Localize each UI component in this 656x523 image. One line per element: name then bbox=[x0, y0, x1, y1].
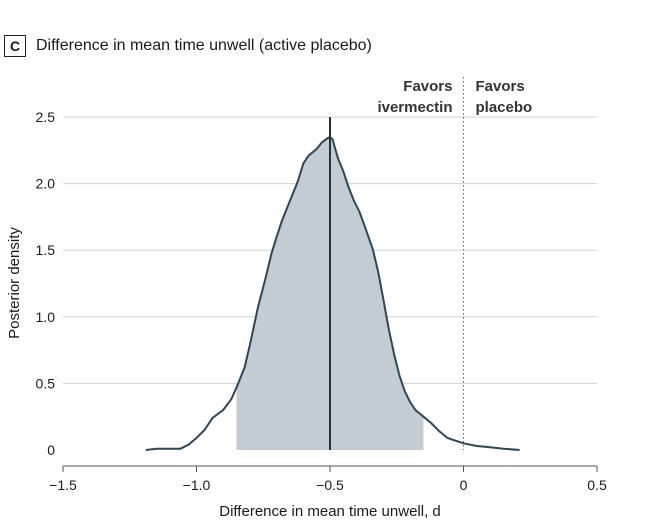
density-curve bbox=[145, 135, 520, 451]
y-tick-label: 2.5 bbox=[36, 109, 56, 125]
annotations: Favors ivermectin Favors placebo bbox=[377, 78, 532, 116]
x-axis-title: Difference in mean time unwell, d bbox=[219, 503, 441, 520]
y-tick-label: 0.5 bbox=[36, 375, 56, 391]
x-tick-label: 0 bbox=[460, 477, 468, 493]
y-axis-title: Posterior density bbox=[6, 227, 23, 339]
annotation-favors-placebo: Favors bbox=[476, 78, 525, 95]
x-tick-label: −0.5 bbox=[316, 477, 344, 493]
y-tick-label: 1.0 bbox=[36, 309, 56, 325]
x-tick-label: −1.0 bbox=[183, 477, 211, 493]
x-tick-label: 0.5 bbox=[587, 477, 607, 493]
y-tick-label: 1.5 bbox=[36, 242, 56, 258]
x-axis-ticks: −1.5 −1.0 −0.5 0 0.5 bbox=[49, 466, 607, 493]
panel-title: Difference in mean time unwell (active p… bbox=[36, 37, 372, 54]
annotation-favors-placebo: placebo bbox=[476, 99, 533, 116]
annotation-favors-ivermectin: ivermectin bbox=[377, 99, 452, 116]
x-tick-label: −1.5 bbox=[49, 477, 77, 493]
y-tick-label: 2.0 bbox=[36, 176, 56, 192]
panel-letter: C bbox=[4, 35, 26, 57]
y-axis-ticks: 0 0.5 1.0 1.5 2.0 2.5 bbox=[36, 109, 56, 458]
annotation-favors-ivermectin: Favors bbox=[403, 78, 452, 95]
y-tick-label: 0 bbox=[47, 442, 55, 458]
